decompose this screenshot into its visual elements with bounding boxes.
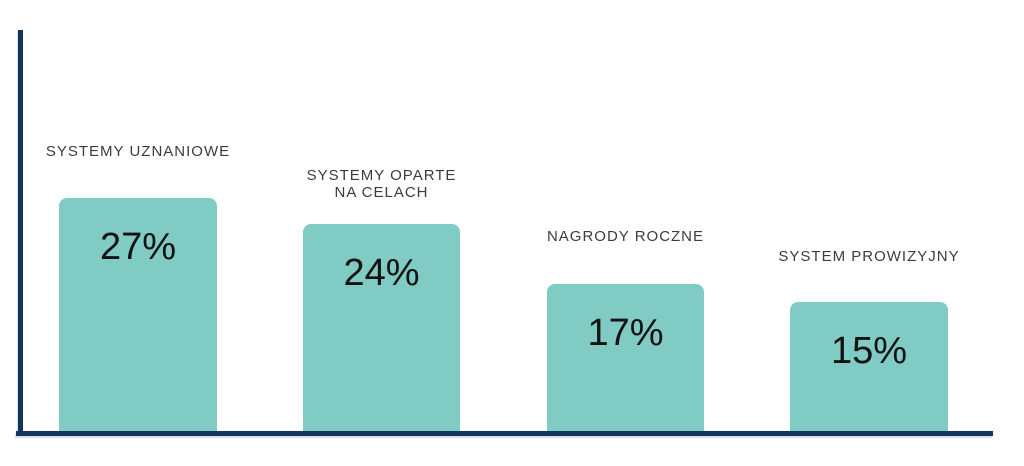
category-label: NAGRODY ROCZNE xyxy=(516,228,736,245)
bar-value: 24% xyxy=(343,252,420,294)
bar: 27% xyxy=(59,198,217,431)
category-label-line: SYSTEMY UZNANIOWE xyxy=(45,143,231,160)
bar: 17% xyxy=(547,284,704,431)
bar-value: 27% xyxy=(99,226,177,268)
category-label-line: NA CELACH xyxy=(334,184,429,201)
category-label-line: NAGRODY ROCZNE xyxy=(546,228,705,245)
category-label-line: SYSTEM PROWIZYJNY xyxy=(778,248,960,265)
bar: 24% xyxy=(303,224,460,431)
category-label: SYSTEMY UZNANIOWE xyxy=(28,143,248,160)
category-label: SYSTEM PROWIZYJNY xyxy=(759,248,979,265)
x-axis-line xyxy=(16,431,993,436)
y-axis-line xyxy=(18,30,23,436)
bar-value: 17% xyxy=(587,312,664,354)
category-label: SYSTEMY OPARTE NA CELACH xyxy=(272,167,492,201)
bar-value: 15% xyxy=(830,330,908,372)
category-label-line: SYSTEMY OPARTE xyxy=(306,167,457,184)
bar: 15% xyxy=(790,302,948,431)
